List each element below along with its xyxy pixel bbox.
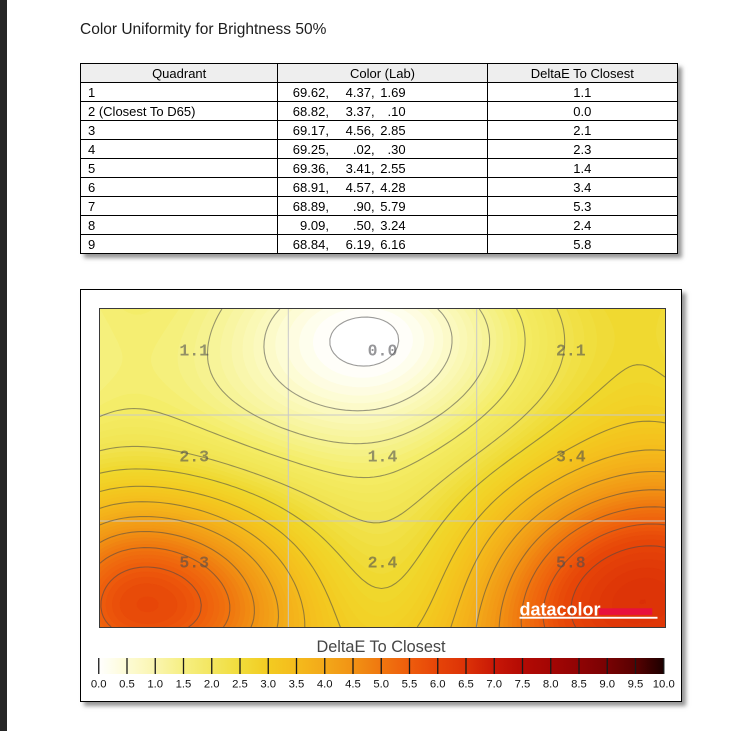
svg-text:2.0: 2.0 xyxy=(204,679,220,691)
svg-text:0.0: 0.0 xyxy=(91,679,107,691)
svg-text:1.1: 1.1 xyxy=(179,341,209,360)
svg-text:1.0: 1.0 xyxy=(147,679,163,691)
svg-text:9.0: 9.0 xyxy=(599,679,615,691)
svg-text:0.0: 0.0 xyxy=(367,341,397,360)
svg-text:1.4: 1.4 xyxy=(367,447,397,466)
svg-text:3.0: 3.0 xyxy=(260,679,276,691)
svg-text:1.5: 1.5 xyxy=(176,679,192,691)
svg-text:5.0: 5.0 xyxy=(373,679,389,691)
svg-text:8.0: 8.0 xyxy=(543,679,559,691)
svg-text:2.4: 2.4 xyxy=(367,553,397,572)
svg-text:6.0: 6.0 xyxy=(430,679,446,691)
svg-text:5.3: 5.3 xyxy=(179,553,209,572)
svg-text:3.5: 3.5 xyxy=(289,679,305,691)
svg-text:6.5: 6.5 xyxy=(458,679,474,691)
svg-text:5.5: 5.5 xyxy=(402,679,418,691)
svg-text:2.3: 2.3 xyxy=(179,447,209,466)
svg-text:2.5: 2.5 xyxy=(232,679,248,691)
svg-text:3.4: 3.4 xyxy=(555,447,585,466)
svg-text:4.5: 4.5 xyxy=(345,679,361,691)
svg-text:4.0: 4.0 xyxy=(317,679,333,691)
svg-text:9.5: 9.5 xyxy=(628,679,644,691)
svg-text:10.0: 10.0 xyxy=(653,679,675,691)
svg-text:0.5: 0.5 xyxy=(119,679,135,691)
svg-text:5.8: 5.8 xyxy=(555,553,585,572)
svg-text:7.5: 7.5 xyxy=(515,679,531,691)
svg-text:7.0: 7.0 xyxy=(486,679,502,691)
svg-text:2.1: 2.1 xyxy=(555,341,585,360)
svg-text:datacolor: datacolor xyxy=(519,599,600,619)
svg-text:8.5: 8.5 xyxy=(571,679,587,691)
